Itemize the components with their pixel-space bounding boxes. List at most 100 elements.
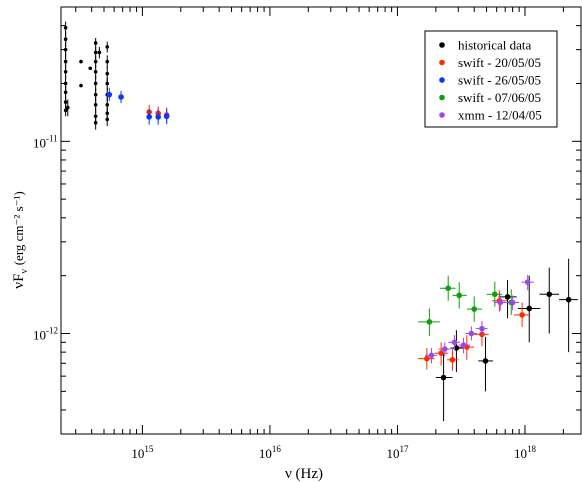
data-point	[65, 99, 70, 117]
point-marker	[79, 59, 83, 64]
data-point	[513, 302, 531, 328]
point-marker	[63, 70, 68, 74]
x-tick-label: 1017	[386, 444, 409, 461]
data-point	[93, 115, 98, 130]
point-marker	[456, 292, 463, 299]
legend-marker	[439, 59, 445, 66]
data-point	[146, 109, 152, 125]
point-marker	[424, 355, 430, 362]
plot-frame	[60, 6, 582, 435]
data-point	[163, 108, 170, 125]
y-tick-label: 10-12	[33, 326, 58, 343]
point-marker	[63, 59, 68, 64]
point-marker	[93, 50, 98, 55]
point-marker	[438, 350, 444, 356]
point-marker	[519, 312, 525, 318]
point-marker	[63, 81, 68, 86]
x-axis-label: ν (Hz)	[285, 466, 323, 482]
series-2	[106, 87, 170, 125]
legend-marker	[439, 112, 445, 118]
data-point	[475, 321, 488, 337]
legend-item: swift - 26/05/05	[439, 73, 541, 88]
data-point	[458, 337, 470, 354]
point-marker	[106, 91, 113, 98]
point-marker	[546, 291, 553, 298]
point-marker	[97, 50, 102, 55]
data-point	[434, 342, 449, 366]
data-point	[155, 109, 161, 125]
data-point	[517, 275, 541, 343]
data-point	[459, 335, 475, 360]
point-marker	[105, 45, 110, 49]
series-1	[146, 104, 531, 371]
point-marker	[63, 37, 68, 41]
point-marker	[440, 374, 447, 381]
x-tick-label: 1018	[514, 444, 537, 461]
data-point	[425, 348, 438, 364]
point-marker	[479, 325, 485, 332]
data-point	[506, 295, 519, 311]
data-point	[448, 335, 461, 351]
point-marker	[163, 113, 170, 120]
data-point	[418, 308, 440, 337]
y-axis-label: νFν (erg cm⁻² s⁻¹)	[11, 191, 30, 288]
data-point	[105, 112, 110, 127]
data-point	[466, 296, 482, 322]
data-point	[106, 87, 113, 102]
point-marker	[93, 70, 98, 74]
legend-item: swift - 20/05/05	[439, 55, 541, 70]
legend: historical data swift - 20/05/05 swift - 2…	[424, 30, 558, 128]
legend-label: swift - 26/05/05	[458, 73, 541, 88]
point-marker	[105, 81, 110, 86]
point-marker	[63, 47, 68, 52]
point-marker	[93, 41, 98, 45]
point-marker	[93, 59, 98, 64]
y-axis-label-units: (erg cm⁻² s⁻¹)	[11, 191, 26, 265]
x-tick-label: 1015	[131, 444, 154, 461]
legend-label: swift - 20/05/05	[458, 55, 541, 70]
legend-marker	[439, 77, 445, 83]
point-marker	[471, 306, 478, 312]
tick-labels: 1015 1016 1017 1018 10-11 10-12	[33, 133, 536, 461]
series-4	[425, 274, 534, 364]
data-point	[450, 330, 464, 373]
point-marker	[63, 108, 68, 113]
point-marker	[492, 291, 498, 298]
data-point	[493, 295, 507, 311]
legend-label: swift - 07/06/05	[458, 90, 541, 105]
y-axis-label-sub: ν	[19, 269, 30, 274]
data-point	[118, 90, 124, 104]
data-point	[447, 349, 459, 371]
data-point	[465, 326, 477, 341]
legend-item: swift - 07/06/05	[439, 90, 541, 105]
data-point	[478, 336, 493, 392]
data-point	[539, 267, 560, 334]
point-marker	[65, 105, 70, 110]
data-point	[498, 279, 517, 319]
data-point	[88, 66, 93, 71]
series-3	[418, 275, 520, 337]
data-point	[439, 275, 456, 301]
point-marker	[93, 81, 98, 86]
point-marker	[497, 299, 504, 306]
point-marker	[453, 345, 460, 351]
legend-label: xmm - 12/04/05	[458, 108, 542, 123]
data-point	[97, 46, 102, 59]
point-marker	[460, 342, 467, 348]
point-marker	[105, 59, 110, 64]
point-marker	[105, 117, 110, 122]
axis-ticks	[61, 6, 581, 435]
point-marker	[482, 358, 489, 364]
point-marker	[79, 83, 83, 88]
data-point	[79, 59, 83, 64]
point-marker	[105, 102, 110, 107]
x-tick-label: 1016	[259, 444, 282, 461]
point-marker	[88, 66, 93, 71]
point-marker	[93, 102, 98, 107]
point-marker	[565, 296, 572, 303]
data-point	[79, 83, 83, 88]
data-point	[559, 258, 578, 353]
data-point	[452, 282, 467, 309]
legend-marker	[439, 42, 445, 48]
